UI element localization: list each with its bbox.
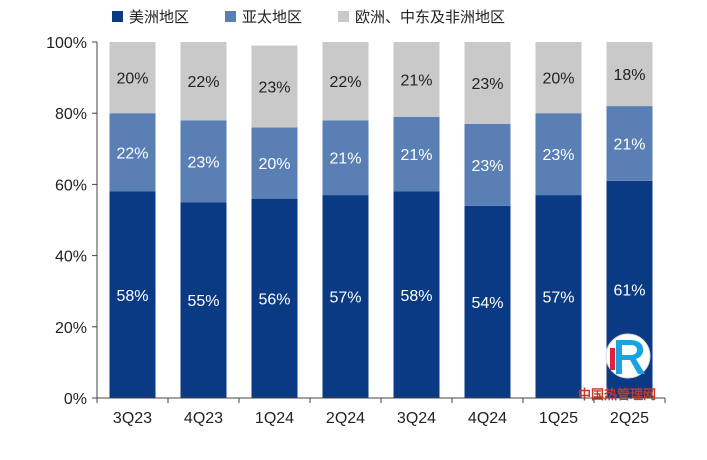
data-label: 20% — [258, 156, 290, 173]
bar-segment-4Q24-2 — [464, 42, 511, 124]
x-axis: 3Q23 4Q23 1Q24 2Q24 3Q24 4Q24 1Q25 2Q25 — [96, 397, 666, 427]
bar-segment-1Q24-0 — [251, 198, 298, 398]
data-label: 21% — [613, 136, 645, 153]
data-label: 56% — [258, 291, 290, 308]
x-tick-label: 4Q23 — [184, 410, 223, 427]
data-label: 57% — [329, 290, 361, 307]
bar-segment-4Q24-1 — [464, 123, 511, 206]
y-tick-label: 40% — [55, 249, 87, 266]
data-label: 22% — [187, 74, 219, 91]
data-label: 18% — [613, 67, 645, 84]
bar-segment-4Q24-0 — [464, 205, 511, 398]
logo-icon — [605, 333, 651, 379]
bar-segment-1Q24-2 — [251, 45, 298, 128]
data-label: 55% — [187, 293, 219, 310]
data-label: 22% — [329, 74, 361, 91]
legend-label-americas: 美洲地区 — [129, 8, 190, 26]
legend: 美洲地区 亚太地区 欧洲、中东及非洲地区 — [112, 6, 541, 27]
legend-label-emea: 欧洲、中东及非洲地区 — [355, 8, 506, 26]
data-label: 21% — [400, 147, 432, 164]
bar-segment-4Q23-1 — [180, 120, 227, 203]
bar-segment-4Q23-0 — [180, 202, 227, 398]
bar-segment-1Q25-1 — [535, 113, 582, 196]
data-label: 23% — [258, 80, 290, 97]
data-label: 61% — [613, 282, 645, 299]
bar-segment-2Q24-2 — [322, 42, 369, 121]
bars: 58% 22% 20% 55% 23% 22% 56% 20% 23% 57% 21% 22% 58% 2… — [109, 42, 653, 398]
data-label: 58% — [400, 288, 432, 305]
legend-swatch-emea — [338, 11, 350, 22]
legend-swatch-americas — [112, 11, 123, 22]
data-label: 23% — [471, 158, 503, 175]
legend-item-apac: 亚太地区 — [225, 6, 302, 27]
data-label: 22% — [116, 145, 148, 162]
bar-segment-3Q23-0 — [109, 191, 156, 398]
bar-segment-2Q25-2 — [606, 42, 653, 107]
data-label: 23% — [471, 76, 503, 93]
watermark-site-name: 中国热管理网 — [578, 388, 657, 403]
x-tick-label: 1Q24 — [255, 410, 294, 427]
data-label: 20% — [542, 71, 574, 88]
y-axis: 0% 20% 40% 60% 80% 100% — [46, 35, 98, 408]
bar-segment-3Q23-1 — [109, 113, 156, 192]
legend-swatch-apac — [225, 11, 237, 22]
data-label: 21% — [329, 151, 361, 168]
data-label: 23% — [187, 154, 219, 171]
data-label: 54% — [471, 295, 503, 312]
bar-segment-2Q25-1 — [606, 106, 653, 181]
x-tick-label: 1Q25 — [539, 410, 578, 427]
bar-segment-4Q23-2 — [180, 42, 227, 121]
x-tick-label: 3Q23 — [113, 410, 152, 427]
bar-segment-3Q24-0 — [393, 191, 440, 398]
bar-segment-1Q25-0 — [535, 195, 582, 398]
y-tick-label: 60% — [55, 177, 87, 194]
x-tick-label: 3Q24 — [397, 410, 436, 427]
y-tick-label: 100% — [46, 35, 87, 52]
y-tick-label: 20% — [55, 320, 87, 337]
bar-segment-3Q24-1 — [393, 116, 440, 192]
bar-segment-3Q23-2 — [109, 42, 156, 114]
bar-segment-3Q24-2 — [393, 42, 440, 117]
x-tick-label: 2Q24 — [326, 410, 365, 427]
watermark-logo — [600, 330, 656, 387]
data-label: 21% — [400, 72, 432, 89]
bar-segment-1Q25-2 — [535, 42, 582, 114]
x-tick-label: 4Q24 — [468, 410, 507, 427]
bar-segment-2Q24-1 — [322, 120, 369, 196]
data-label: 23% — [542, 147, 574, 164]
data-label: 20% — [116, 71, 148, 88]
bar-segment-2Q24-0 — [322, 195, 369, 398]
data-label: 57% — [542, 290, 574, 307]
y-tick-label: 0% — [64, 391, 87, 408]
bar-segment-1Q24-1 — [251, 127, 298, 199]
x-tick-label: 2Q25 — [610, 410, 649, 427]
y-tick-label: 80% — [55, 106, 87, 123]
legend-item-americas: 美洲地区 — [112, 6, 189, 27]
legend-label-apac: 亚太地区 — [242, 8, 303, 26]
legend-item-emea: 欧洲、中东及非洲地区 — [338, 6, 505, 27]
data-label: 58% — [116, 288, 148, 305]
